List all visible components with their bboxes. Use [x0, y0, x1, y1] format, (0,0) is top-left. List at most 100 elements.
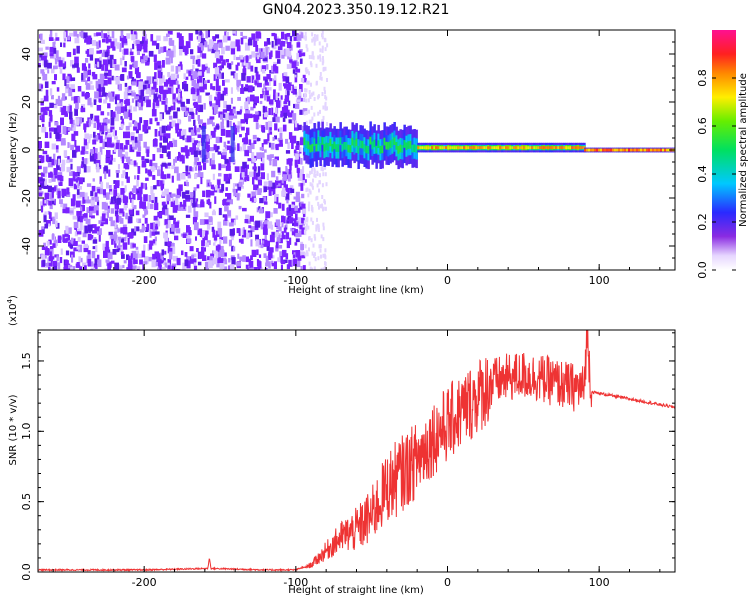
- spectrogram-noise-cell: [106, 211, 109, 218]
- spectrogram-noise-cell: [236, 83, 240, 90]
- spectrogram-noise-cell: [71, 123, 74, 128]
- spectrogram-noise-cell: [43, 242, 46, 248]
- spectrogram-signal-core: [660, 148, 663, 152]
- spectrogram-noise-cell: [138, 99, 144, 107]
- spectrogram-noise-cell: [193, 265, 198, 270]
- spectrogram-noise-cell: [67, 127, 73, 131]
- spectrogram-noise-cell: [185, 197, 191, 202]
- spectrogram-noise-cell: [183, 80, 187, 85]
- spectrogram-noise-cell: [128, 109, 131, 117]
- spectrogram-noise-cell: [124, 206, 127, 211]
- spectrogram-noise-cell: [140, 89, 145, 97]
- spectrogram-noise-cell: [259, 221, 262, 227]
- spectrogram-noise-cell: [256, 188, 262, 195]
- spectrogram-noise-cell: [54, 263, 57, 270]
- spectrogram-noise-cell: [44, 178, 47, 186]
- spectrogram-noise-cell: [285, 38, 288, 44]
- spectrogram-noise-cell: [310, 207, 313, 211]
- spectrogram-noise-cell: [80, 150, 85, 155]
- spectrogram-noise-cell: [119, 208, 124, 214]
- spectrogram-noise-cell: [104, 171, 107, 179]
- spectrogram-noise-cell: [204, 261, 210, 270]
- spectrogram-noise-cell: [155, 100, 160, 106]
- spectrogram-noise-cell: [230, 87, 233, 94]
- spectrogram-noise-cell: [191, 258, 197, 263]
- spectrogram-noise-cell: [120, 227, 124, 234]
- spectrogram-noise-cell: [251, 152, 255, 160]
- spectrogram-noise-cell: [215, 185, 218, 191]
- spectrogram-noise-cell: [311, 185, 314, 190]
- spectrogram-noise-cell: [122, 55, 125, 61]
- spectrogram-noise-cell: [80, 206, 83, 213]
- spectrogram-noise-cell: [273, 64, 277, 72]
- spectrogram-noise-cell: [230, 48, 236, 55]
- spectrogram-noise-cell: [254, 96, 259, 104]
- spectrogram-noise-cell: [269, 131, 273, 135]
- spectrogram-noise-cell: [110, 220, 116, 227]
- spectrogram-noise-cell: [291, 135, 297, 144]
- spectrogram-noise-cell: [218, 137, 223, 143]
- colorbar-ticks: 0.00.20.40.60.8: [696, 69, 736, 279]
- spectrogram-noise-cell: [65, 207, 70, 214]
- spectrogram-noise-cell: [157, 94, 162, 99]
- spectrogram-noise-cell: [145, 83, 151, 91]
- spectrogram-noise-cell: [244, 150, 249, 157]
- spectrogram-noise-cell: [221, 164, 226, 169]
- spectrogram-noise-cell: [179, 61, 183, 68]
- spectrogram-signal-core: [461, 146, 464, 150]
- spectrogram-noise-cell: [147, 202, 150, 210]
- spectrogram-signal-core: [622, 148, 625, 152]
- spectrogram-noise-cell: [273, 61, 278, 65]
- spectrogram-noise-cell: [273, 112, 278, 118]
- spectrogram-noise-cell: [251, 75, 255, 83]
- spectrogram-noise-cell: [321, 167, 324, 172]
- spectrogram-noise-cell: [235, 39, 240, 47]
- spectrogram-noise-cell: [237, 253, 240, 259]
- spectrogram-noise-cell: [197, 261, 202, 266]
- spectrogram-noise-cell: [161, 266, 166, 270]
- spectrogram-noise-cell: [319, 54, 322, 59]
- spectrogram-noise-cell: [194, 157, 197, 165]
- spectrogram-noise-cell: [166, 152, 170, 157]
- spectrogram-signal-core: [567, 146, 570, 150]
- spectrogram-noise-cell: [199, 30, 203, 35]
- spectrogram-noise-cell: [95, 80, 99, 89]
- spectrogram-noise-cell: [140, 182, 144, 189]
- spectrogram-noise-cell: [244, 42, 250, 51]
- spectrogram-signal-core: [431, 146, 434, 150]
- spectrogram-noise-cell: [90, 190, 94, 197]
- spectrogram-noise-cell: [165, 110, 171, 115]
- spectrogram-noise-cell: [126, 75, 129, 80]
- spectrogram-noise-cell: [142, 36, 146, 43]
- spectrogram-noise-cell: [157, 254, 161, 261]
- spectrogram-noise-cell: [132, 243, 136, 248]
- spectrogram-noise-cell: [264, 233, 267, 241]
- snr-panel: -200 -100 0 100 0.00.51.01.5 Height of stra…: [6, 295, 676, 596]
- spectrogram-noise-cell: [265, 255, 269, 263]
- spectrogram-noise-cell: [275, 92, 278, 101]
- spectrogram-noise-cell: [279, 238, 283, 244]
- spectrogram-noise-cell: [311, 32, 314, 37]
- spectrogram-noise-cell: [138, 186, 143, 195]
- spectrogram-noise-cell: [54, 32, 58, 37]
- spectrogram-noise-cell: [162, 60, 165, 68]
- spectrogram-noise-cell: [61, 93, 66, 101]
- spectrogram-noise-cell: [288, 169, 292, 175]
- spectrogram-noise-cell: [251, 51, 256, 58]
- spectrogram-noise-cell: [66, 187, 70, 195]
- spectrogram-noise-cell: [115, 76, 120, 85]
- spectrogram-noise-cell: [106, 49, 110, 54]
- spectrogram-noise-cell: [260, 48, 264, 52]
- spectrogram-noise-cell: [270, 142, 275, 150]
- spectrogram-noise-cell: [305, 223, 308, 228]
- spectrogram-noise-cell: [77, 215, 82, 222]
- spectrogram-noise-cell: [72, 215, 78, 220]
- spectrogram-noise-cell: [192, 64, 195, 70]
- spectrogram-noise-cell: [268, 180, 273, 187]
- spectrogram-noise-cell: [318, 205, 320, 210]
- spectrogram-noise-cell: [185, 214, 191, 218]
- spectrogram-noise-cell: [271, 262, 274, 267]
- spectrogram-signal-core: [337, 144, 340, 152]
- spectrogram-noise-cell: [241, 60, 244, 67]
- spectrogram-noise-cell: [324, 248, 327, 253]
